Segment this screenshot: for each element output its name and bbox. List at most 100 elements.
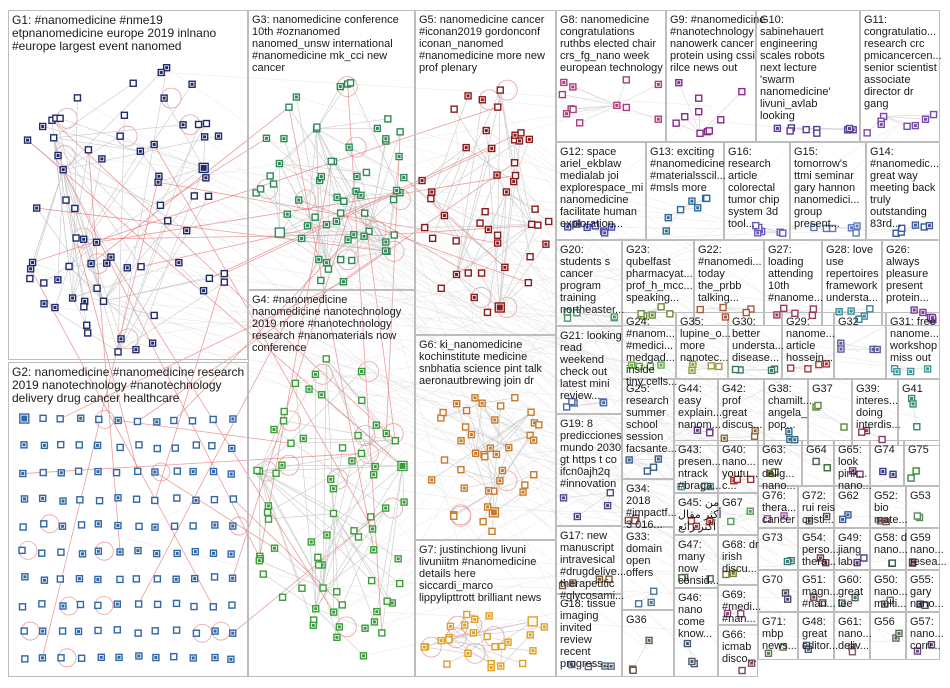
node-fill: [850, 645, 854, 649]
group-label-line: new: [762, 456, 782, 468]
group-label-line: discu...: [722, 563, 757, 575]
inter-group-edge: [357, 435, 590, 584]
node: [324, 265, 333, 273]
node-fill: [229, 657, 233, 661]
edge: [36, 207, 104, 302]
node: [384, 115, 392, 123]
node-fill: [335, 635, 339, 639]
group-label-line: G55:: [910, 574, 934, 586]
edge: [497, 90, 501, 236]
inter-group-edge: [371, 312, 853, 581]
node: [427, 194, 435, 203]
node-fill: [354, 189, 358, 193]
group-label-line: G2: nanomedicine #nanomedicine research: [12, 365, 244, 379]
node-fill: [231, 576, 235, 580]
node-fill: [455, 402, 459, 406]
group-label-line: G19: 8: [560, 418, 593, 430]
node: [170, 522, 179, 530]
group-label-line: G45: من: [678, 497, 719, 509]
edge: [464, 480, 500, 489]
group-label-line: lee: [838, 598, 853, 610]
node: [569, 105, 577, 114]
inter-group-edge: [488, 229, 742, 436]
edge: [386, 156, 400, 252]
group-label-line: lab...: [838, 556, 862, 568]
edge: [53, 137, 142, 267]
node: [192, 441, 201, 449]
node-fill: [606, 504, 610, 508]
group-label-line: predicciones: [560, 430, 622, 442]
node: [786, 127, 794, 135]
group-label-line: G71:: [762, 616, 786, 628]
group-label-line: 3 016...: [626, 519, 663, 531]
node: [57, 654, 65, 662]
node: [171, 444, 179, 452]
group-label: G64: [806, 444, 827, 456]
node: [450, 512, 458, 520]
group-label: G43: presen... ntrack #braga...: [678, 444, 721, 492]
group-label: G50: nano... multi...: [874, 574, 908, 610]
inter-group-edge: [204, 136, 739, 615]
group-label-line: kochinstitute medicine: [419, 351, 527, 363]
edge: [259, 453, 362, 472]
node-fill: [490, 146, 494, 150]
node-fill: [585, 225, 589, 229]
group-label: G9: #nanomedicine #nanotechnology nanowerk…: [670, 14, 765, 74]
group-label-line: multi...: [874, 598, 906, 610]
node: [358, 396, 366, 405]
node: [747, 475, 755, 484]
inter-group-edge: [30, 268, 214, 607]
node: [517, 129, 525, 137]
group-label-line: lippylipttrott brilliant news: [419, 592, 542, 604]
group-label-line: G62: [838, 490, 859, 502]
group-label-line: pink...: [838, 468, 867, 480]
group-label-line: therapeutic: [560, 578, 615, 590]
node: [815, 360, 823, 369]
node: [163, 217, 172, 225]
node-fill: [690, 368, 694, 372]
node-fill: [42, 578, 46, 582]
group-box: [248, 290, 415, 677]
inter-group-edge: [83, 239, 590, 507]
inter-group-edge: [374, 228, 602, 623]
node-fill: [213, 629, 217, 633]
node: [534, 221, 542, 229]
edge: [60, 118, 204, 169]
node-fill: [42, 302, 46, 306]
edge: [474, 619, 492, 668]
node: [20, 627, 28, 635]
group-box: [718, 440, 758, 493]
node-fill: [341, 280, 345, 284]
edge: [259, 471, 314, 626]
node: [77, 654, 86, 662]
node-fill: [157, 174, 161, 178]
inter-group-edge: [160, 137, 267, 206]
group-label-line: editor...: [802, 640, 838, 652]
node: [135, 522, 143, 531]
group-label-line: hossein...: [786, 352, 833, 364]
node: [62, 196, 70, 204]
group-label-line: G76:: [762, 490, 786, 502]
node-fill: [117, 655, 121, 659]
node: [229, 495, 238, 503]
node-fill: [266, 504, 270, 508]
group-box: [808, 379, 852, 446]
node: [259, 570, 268, 578]
inter-group-edge: [392, 434, 697, 604]
node-fill: [570, 663, 574, 667]
node-fill: [200, 164, 207, 171]
node: [752, 221, 760, 230]
inter-group-edge: [336, 468, 923, 638]
group-label-line: nanomedicine nanotechnology: [252, 306, 402, 318]
inter-group-edge: [83, 234, 354, 240]
node: [646, 362, 655, 371]
group-label-line: #braga...: [678, 480, 721, 492]
edge: [42, 126, 141, 152]
group-label-line: gt https t co: [560, 454, 617, 466]
node: [421, 223, 429, 232]
group-label-line: review: [560, 634, 592, 646]
group-label-line: understa...: [732, 340, 784, 352]
group-label-line: #drugdelive...: [560, 566, 626, 578]
group-label: G66: icmab disco...: [722, 629, 757, 665]
group-label-line: delivery drug cancer healthcare: [12, 391, 180, 405]
